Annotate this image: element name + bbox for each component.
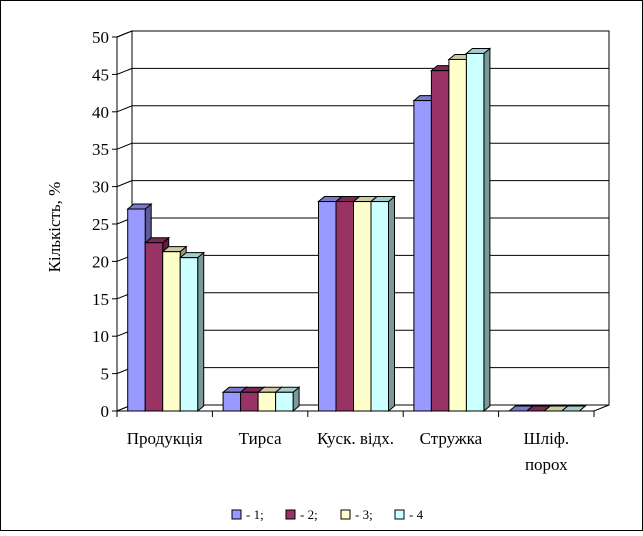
bar-front xyxy=(240,391,259,412)
y-tick-label: 10 xyxy=(92,327,109,346)
bar-front xyxy=(127,208,146,412)
bar xyxy=(560,405,587,412)
x-category-label: Продукція xyxy=(127,429,203,448)
bar-side xyxy=(388,195,395,413)
bar-front xyxy=(275,391,294,412)
bar-front xyxy=(465,52,485,412)
bar-front xyxy=(353,201,372,412)
y-tick-labels: 0 5 10 15 20 25 30 35 40 45 50 xyxy=(92,28,109,421)
y-tick-label: 15 xyxy=(92,290,109,309)
legend-item: - 2; xyxy=(285,507,318,522)
gridline-side xyxy=(116,30,133,38)
x-category-label: порох xyxy=(525,455,568,474)
x-category-label: Куск. відх. xyxy=(317,429,394,448)
x-category-labels: Продукція Тирса Куск. відх. Стружка Шліф. пор… xyxy=(127,429,569,474)
bar-front xyxy=(144,242,164,412)
bar-side xyxy=(197,251,205,413)
bar-front xyxy=(370,201,389,412)
bar xyxy=(369,195,396,413)
y-axis-label: Кількість, % xyxy=(45,182,64,273)
gridline-side xyxy=(116,180,133,188)
bar xyxy=(465,47,492,413)
y-tick-label: 0 xyxy=(101,402,110,421)
legend-item: - 1; xyxy=(231,507,264,522)
legend-label: - 3; xyxy=(355,507,373,522)
legend-label: - 4 xyxy=(409,507,424,522)
gridline-side xyxy=(116,67,133,75)
bar xyxy=(274,386,301,413)
x-category-label: Стружка xyxy=(420,429,483,448)
y-tick-label: 5 xyxy=(101,365,110,384)
bar-front xyxy=(257,391,277,412)
y-tick-label: 30 xyxy=(92,178,109,197)
gridline-side xyxy=(116,142,133,150)
legend-label: - 2; xyxy=(300,507,318,522)
legend-item: - 4 xyxy=(394,507,424,522)
legend: - 1; - 2; - 3; - 4 xyxy=(231,507,424,522)
y-tick-label: 25 xyxy=(92,215,109,234)
bar-front xyxy=(179,257,199,412)
y-tick-label: 40 xyxy=(92,103,109,122)
legend-swatch xyxy=(231,509,242,520)
bar-front xyxy=(335,201,354,412)
y-tick-label: 35 xyxy=(92,140,109,159)
legend-swatch xyxy=(394,509,405,520)
bar-front xyxy=(162,251,181,412)
y-tick-label: 20 xyxy=(92,252,109,271)
bar-front xyxy=(318,201,337,412)
bar-front xyxy=(448,58,467,412)
bar-top xyxy=(560,405,587,412)
bar-front xyxy=(430,70,450,412)
bar-side xyxy=(483,47,491,413)
legend-label: - 1; xyxy=(246,507,264,522)
bar xyxy=(178,251,206,413)
legend-swatch xyxy=(285,509,296,520)
bar-front xyxy=(413,100,432,412)
legend-swatch xyxy=(340,509,351,520)
y-tick-label: 50 xyxy=(92,28,109,47)
y-tick-label: 45 xyxy=(92,65,109,84)
x-category-label: Тирса xyxy=(239,429,282,448)
bar-front xyxy=(222,391,242,412)
legend-item: - 3; xyxy=(340,507,373,522)
x-category-label: Шліф. xyxy=(523,429,569,448)
gridline-side xyxy=(116,105,133,113)
bars xyxy=(126,47,587,413)
